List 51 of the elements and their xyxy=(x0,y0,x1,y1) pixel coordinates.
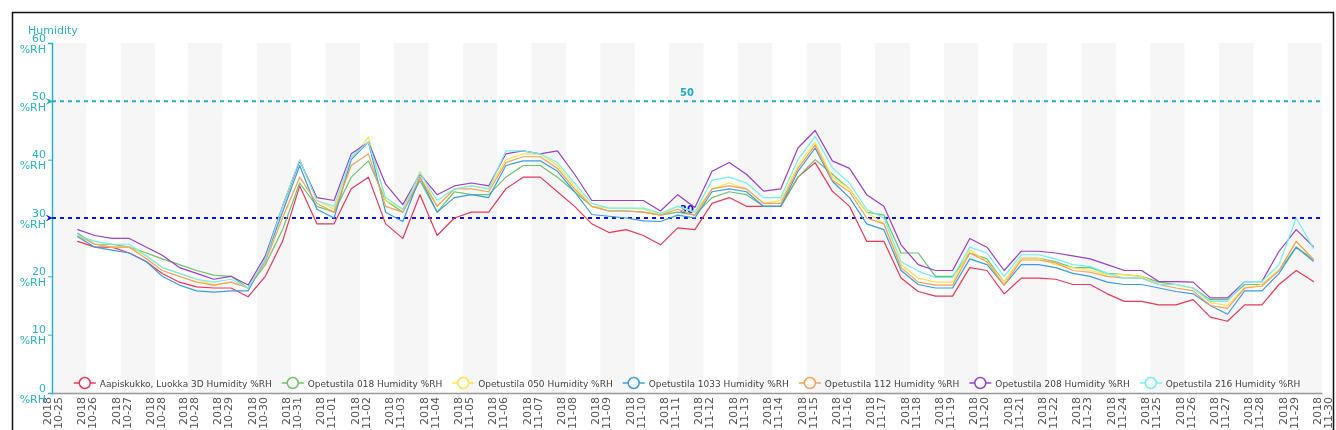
x-tick-label: 2018 11-01 xyxy=(314,397,339,429)
x-tick-label: 2018 11-02 xyxy=(348,397,373,429)
x-tick-label: 2018 11-09 xyxy=(589,397,614,429)
legend-label: Opetustila 1033 Humidity %RH xyxy=(648,379,789,389)
x-tick-label: 2018 10-26 xyxy=(75,397,100,429)
x-tick-label: 2018 11-20 xyxy=(967,397,992,429)
x-tick-label: 2018 11-03 xyxy=(383,397,408,429)
y-tick-label: 30 %RH xyxy=(19,206,46,231)
x-tick-label: 2018 11-08 xyxy=(555,397,580,429)
x-tick-label: 2018 10-29 xyxy=(211,397,236,429)
legend-label: Opetustila 018 Humidity %RH xyxy=(307,379,443,389)
x-tick-label: 2018 10-28 xyxy=(144,397,169,429)
x-tick-label: 2018 11-30 xyxy=(1311,397,1335,429)
x-tick-label: 2018 11-22 xyxy=(1036,397,1061,429)
x-tick-label: 2018 11-21 xyxy=(1001,397,1026,429)
legend-label: Opetustila 208 Humidity %RH xyxy=(995,379,1130,389)
x-tick-label: 2018 10-31 xyxy=(280,397,305,429)
x-tick-label: 2018 11-24 xyxy=(1104,397,1129,429)
x-tick-label: 2018 11-07 xyxy=(520,397,545,429)
x-tick-label: 2018 11-26 xyxy=(1173,397,1198,429)
legend-label: Opetustila 112 Humidity %RH xyxy=(824,379,960,389)
x-tick-label: 2018 11-25 xyxy=(1139,397,1164,429)
x-tick-label: 2018 11-17 xyxy=(864,397,889,429)
legend-label: Opetustila 050 Humidity %RH xyxy=(478,379,613,389)
x-tick-label: 2018 11-18 xyxy=(898,397,923,429)
x-tick-label: 2018 11-10 xyxy=(623,397,648,429)
y-axis-title: Humidity xyxy=(28,24,79,37)
x-tick-label: 2018 11-16 xyxy=(829,397,854,429)
x-tick-label: 2018 11-23 xyxy=(1070,397,1095,429)
x-tick-label: 2018 11-14 xyxy=(761,397,786,429)
x-tick-label: 2018 10-27 xyxy=(109,397,134,429)
x-tick-label: 2018 11-27 xyxy=(1207,397,1232,429)
x-tick-label: 2018 11-29 xyxy=(1276,397,1301,429)
legend-label: Opetustila 216 Humidity %RH xyxy=(1165,379,1301,389)
y-tick-label: 20 %RH xyxy=(19,264,46,289)
x-tick-label: 2018 11-05 xyxy=(451,397,476,429)
x-tick-label: 2018 11-19 xyxy=(933,397,958,429)
x-tick-label: 2018 10-28 xyxy=(177,397,202,429)
legend-label: Aapiskukko, Luokka 3D Humidity %RH xyxy=(99,379,272,389)
x-tick-label: 2018 11-15 xyxy=(795,397,820,429)
y-tick-label: 50 %RH xyxy=(19,89,46,114)
ref-line-label: 50 xyxy=(680,87,694,99)
y-tick-label: 10 %RH xyxy=(19,323,46,348)
x-tick-label: 2018 11-12 xyxy=(692,397,717,429)
x-tick-label: 2018 11-06 xyxy=(486,397,511,429)
y-tick-label: 40 %RH xyxy=(19,148,46,173)
x-tick-label: 2018 11-11 xyxy=(658,397,683,429)
x-tick-label: 2018 10-30 xyxy=(245,397,270,429)
x-tick-label: 2018 11-28 xyxy=(1242,397,1267,429)
x-tick-label: 2018 11-04 xyxy=(417,397,442,429)
x-tick-label: 2018 11-13 xyxy=(726,397,751,429)
